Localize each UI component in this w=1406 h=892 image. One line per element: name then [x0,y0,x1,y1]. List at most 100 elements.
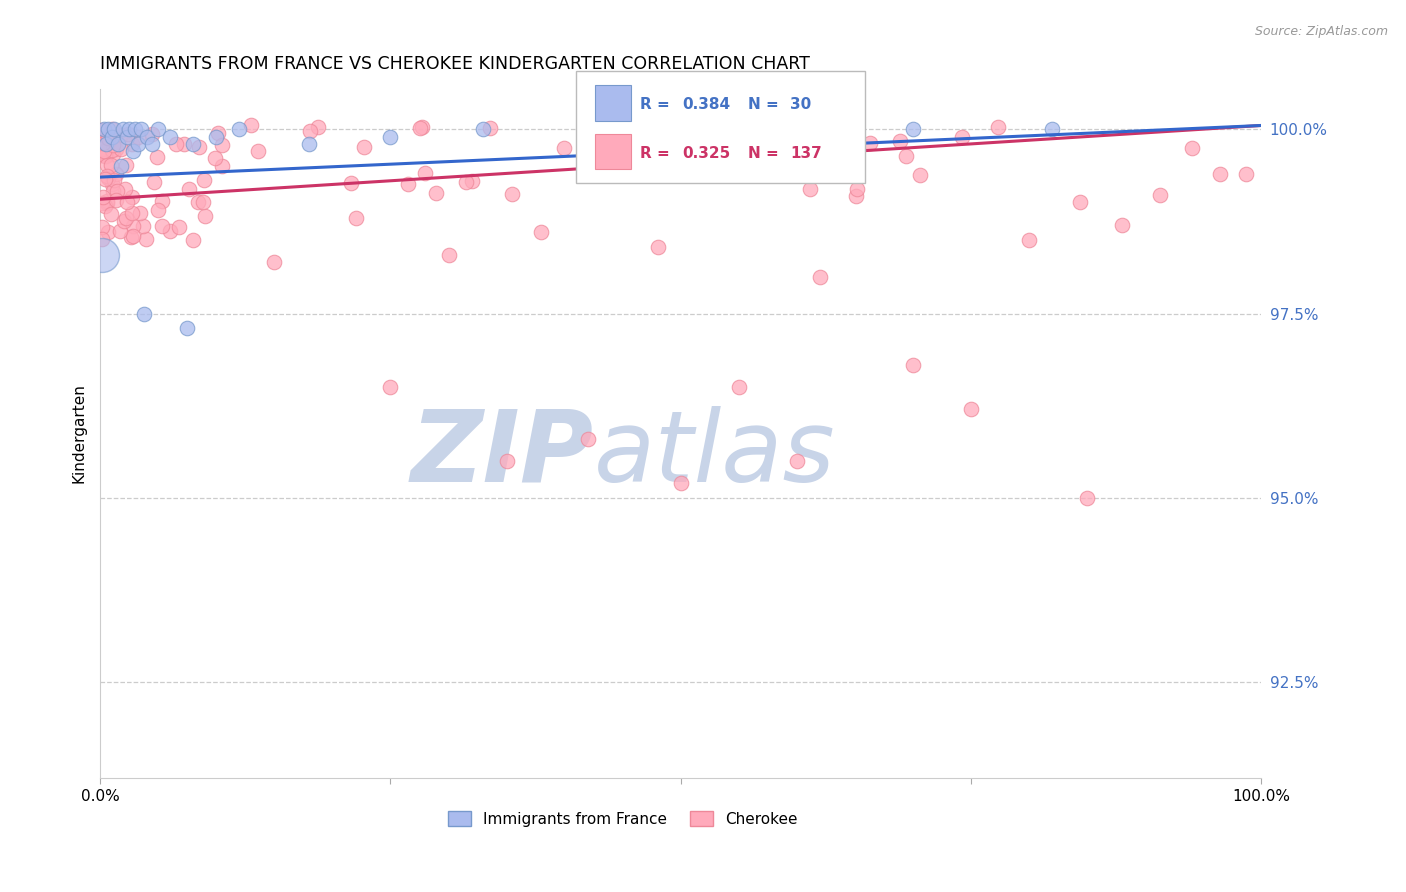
Text: N =: N = [748,97,785,112]
Point [101,177,124,191]
Point [181,233,204,247]
Point [409,120,432,135]
Point [100,121,122,136]
Point [110,159,132,173]
Point [1209,167,1232,181]
Point [90,123,112,137]
Point [127,136,149,151]
Point [727,380,749,394]
Point [240,118,263,132]
Text: 137: 137 [790,145,823,161]
Point [115,157,138,171]
Point [530,226,553,240]
Y-axis label: Kindergarten: Kindergarten [72,384,86,483]
Point [146,203,169,218]
Point [1076,491,1098,505]
Point [91,195,114,210]
Point [246,145,269,159]
Point [93,198,115,212]
Point [134,307,156,321]
Point [96,169,118,183]
Point [413,166,436,180]
Point [461,174,484,188]
Point [115,129,138,144]
Point [94,146,117,161]
Point [117,128,139,142]
Point [117,194,139,209]
Point [307,120,329,134]
Text: N =: N = [748,145,785,161]
Point [380,380,402,394]
Point [901,358,924,372]
Point [141,136,163,151]
Point [93,122,115,136]
Point [799,182,821,196]
Point [437,247,460,261]
Point [94,171,117,186]
Point [846,182,869,196]
Point [228,122,250,136]
Point [344,211,367,225]
Point [353,139,375,153]
Point [101,185,124,199]
Point [122,219,145,233]
Point [194,210,217,224]
Point [159,129,181,144]
Point [495,454,517,468]
Point [211,137,233,152]
Point [148,122,170,136]
Point [574,132,596,146]
Point [93,136,115,151]
Point [100,158,122,172]
Point [211,159,233,173]
Point [121,136,143,151]
Point [298,124,321,138]
Point [987,120,1010,134]
Point [1040,122,1063,136]
Point [894,149,917,163]
Point [90,247,112,261]
Point [177,182,200,196]
Point [121,206,143,220]
Point [132,219,155,233]
Point [141,127,163,141]
Point [97,171,120,186]
Point [110,224,132,238]
Text: Source: ZipAtlas.com: Source: ZipAtlas.com [1254,25,1388,38]
Point [96,158,118,172]
Point [105,142,128,156]
Point [187,140,209,154]
Text: atlas: atlas [593,406,835,502]
Point [97,225,120,239]
Point [1069,195,1091,210]
Point [104,193,127,207]
Point [411,120,433,134]
Text: 0.384: 0.384 [682,97,730,112]
Point [820,127,842,141]
Point [91,142,114,156]
Point [960,402,983,417]
Point [90,131,112,145]
Point [100,129,122,144]
Point [105,184,128,198]
Point [859,136,882,150]
Point [380,129,402,144]
Text: 30: 30 [790,97,811,112]
Point [110,142,132,156]
Point [298,136,321,151]
Point [96,196,118,211]
Point [94,149,117,163]
Point [187,195,209,210]
Point [1149,188,1171,202]
Point [107,136,129,151]
Point [950,129,973,144]
Point [1234,167,1257,181]
Point [501,187,523,202]
Point [808,269,831,284]
Point [97,122,120,136]
Point [118,122,141,136]
Point [101,146,124,161]
Point [647,240,669,254]
Point [120,229,142,244]
Point [167,219,190,234]
